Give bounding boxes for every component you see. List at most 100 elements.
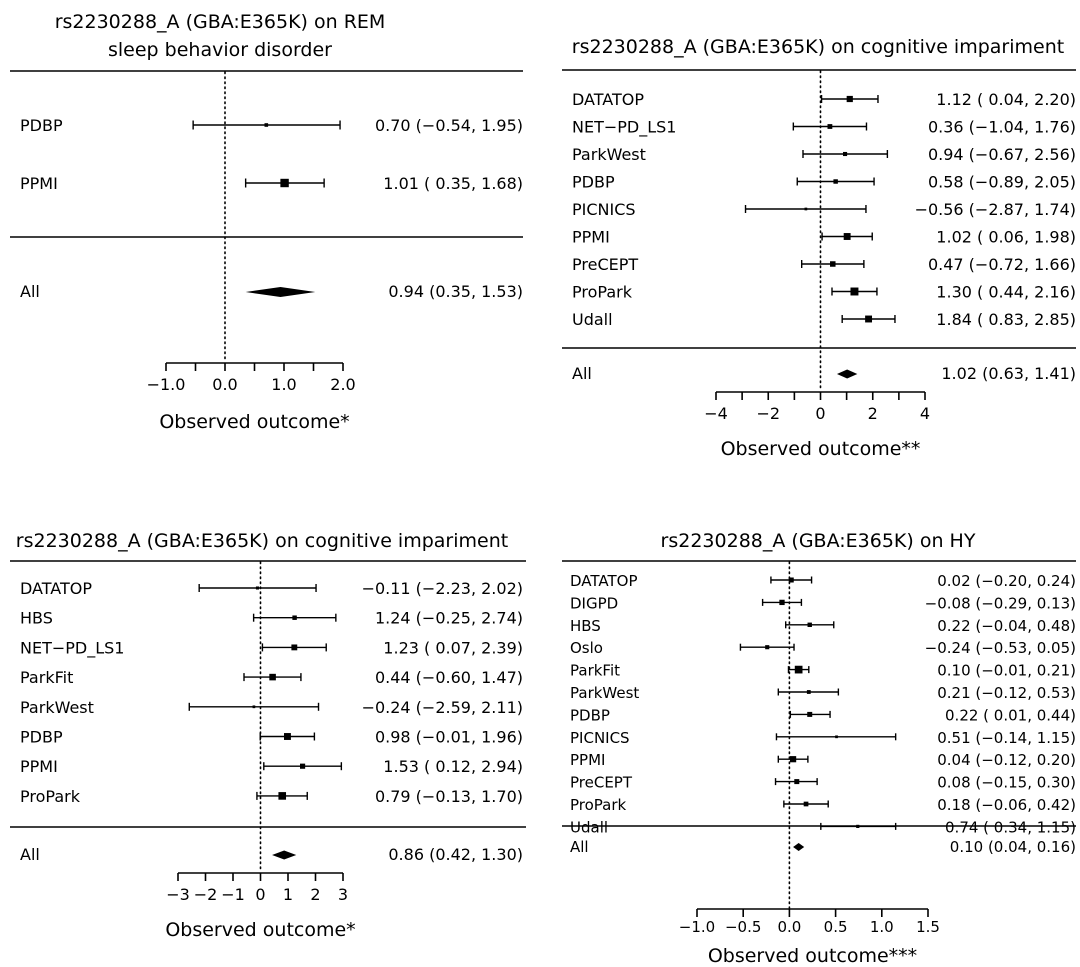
study-estimate-text: 1.84 ( 0.83, 2.85): [936, 310, 1076, 329]
study-estimate-text: 1.02 ( 0.06, 1.98): [936, 228, 1076, 247]
study-row: Udall 1.84 ( 0.83, 2.85): [572, 310, 1076, 329]
x-tick-label: −3: [166, 885, 190, 904]
study-name: PDBP: [570, 706, 610, 724]
point-estimate: [833, 179, 838, 184]
x-axis-label: Observed outcome*: [165, 919, 355, 941]
point-estimate: [830, 261, 836, 267]
study-name: ProPark: [570, 796, 627, 814]
study-name: ProPark: [572, 283, 633, 302]
study-row: PDBP 0.98 (−0.01, 1.96): [20, 728, 523, 747]
study-row: PICNICS −0.56 (−2.87, 1.74): [572, 200, 1076, 219]
summary-diamond: [793, 843, 805, 851]
summary-diamond: [836, 369, 858, 379]
study-name: PreCEPT: [570, 774, 633, 792]
study-name: DIGPD: [570, 594, 618, 612]
study-estimate-text: 0.22 (−0.04, 0.48): [937, 617, 1076, 635]
study-row: NET−PD_LS1 1.23 ( 0.07, 2.39): [20, 638, 523, 658]
study-row: PDBP 0.58 (−0.89, 2.05): [572, 173, 1076, 192]
study-row: ParkFit 0.10 (−0.01, 0.21): [570, 662, 1076, 680]
study-estimate-text: −0.56 (−2.87, 1.74): [915, 200, 1076, 219]
point-estimate: [292, 615, 297, 620]
x-tick-label: −2: [194, 885, 218, 904]
study-estimate-text: 0.08 (−0.15, 0.30): [937, 774, 1076, 792]
study-estimate-text: 0.21 (−0.12, 0.53): [937, 684, 1076, 702]
point-estimate: [843, 233, 851, 240]
study-name: DATATOP: [572, 90, 644, 109]
summary-row: All 1.02 (0.63, 1.41): [572, 364, 1076, 383]
study-row: ParkWest 0.21 (−0.12, 0.53): [570, 684, 1076, 702]
point-estimate: [789, 756, 797, 763]
forest-panel-3: rs2230288_A (GBA:E365K) on cognitive imp…: [10, 530, 526, 941]
study-name: ParkFit: [20, 668, 73, 687]
x-tick-label: −4: [704, 404, 728, 423]
point-estimate: [300, 763, 306, 769]
point-estimate: [843, 151, 848, 157]
study-name: HBS: [20, 609, 53, 628]
study-row: PDBP 0.22 ( 0.01, 0.44): [570, 706, 1076, 724]
summary-name: All: [20, 282, 40, 301]
study-row: HBS 1.24 (−0.25, 2.74): [20, 609, 523, 628]
x-tick-label: 1.5: [916, 918, 940, 936]
study-row: HBS 0.22 (−0.04, 0.48): [570, 617, 1076, 635]
study-estimate-text: 0.36 (−1.04, 1.76): [928, 118, 1076, 137]
study-row: ProPark 0.79 (−0.13, 1.70): [20, 787, 523, 806]
x-tick-label: 2: [310, 885, 320, 904]
x-tick-label: 1.0: [870, 918, 894, 936]
study-name: PPMI: [572, 228, 610, 247]
x-tick-label: 0.0: [777, 918, 801, 936]
summary-row: All 0.86 (0.42, 1.30): [20, 845, 523, 864]
study-estimate-text: 0.94 (−0.67, 2.56): [928, 145, 1076, 164]
study-row: PreCEPT 0.47 (−0.72, 1.66): [572, 255, 1076, 274]
point-estimate: [807, 711, 813, 717]
study-estimate-text: 1.12 ( 0.04, 2.20): [936, 90, 1076, 109]
study-estimate-text: 0.58 (−0.89, 2.05): [928, 173, 1076, 192]
study-estimate-text: −0.11 (−2.23, 2.02): [362, 579, 523, 598]
x-tick-label: 1: [283, 885, 293, 904]
x-tick-label: 0: [255, 885, 265, 904]
study-name: PDBP: [20, 116, 63, 135]
point-estimate: [807, 622, 812, 627]
study-row: ProPark 0.18 (−0.06, 0.42): [570, 796, 1076, 814]
point-estimate: [827, 124, 833, 129]
point-estimate: [779, 599, 785, 606]
summary-name: All: [572, 364, 592, 383]
study-estimate-text: 1.30 ( 0.44, 2.16): [936, 283, 1076, 302]
x-axis-label: Observed outcome*: [159, 411, 349, 433]
point-estimate: [264, 123, 269, 127]
study-row: PPMI 1.01 ( 0.35, 1.68): [20, 174, 523, 193]
point-estimate: [252, 705, 256, 709]
study-estimate-text: 0.98 (−0.01, 1.96): [375, 728, 523, 747]
panel-title-line: rs2230288_A (GBA:E365K) on cognitive imp…: [16, 530, 508, 552]
study-name: NET−PD_LS1: [20, 638, 124, 658]
study-row: NET−PD_LS1 0.36 (−1.04, 1.76): [572, 118, 1076, 138]
point-estimate: [788, 577, 794, 583]
study-name: DATATOP: [20, 579, 92, 598]
summary-estimate-text: 0.94 (0.35, 1.53): [388, 282, 523, 301]
x-axis: −4 −2 0 2 4 Observed outcome**: [704, 391, 930, 460]
study-estimate-text: 1.53 ( 0.12, 2.94): [383, 757, 523, 776]
x-axis-label: Observed outcome**: [721, 438, 921, 460]
point-estimate: [804, 207, 808, 211]
study-name: PDBP: [572, 173, 615, 192]
summary-name: All: [20, 845, 40, 864]
study-estimate-text: 0.79 (−0.13, 1.70): [375, 787, 523, 806]
study-name: ProPark: [20, 787, 81, 806]
forest-panel-2: rs2230288_A (GBA:E365K) on cognitive imp…: [562, 36, 1076, 460]
study-row: Oslo −0.24 (−0.53, 0.05): [570, 639, 1076, 657]
study-row: PPMI 1.53 ( 0.12, 2.94): [20, 757, 523, 776]
forest-panel-4: rs2230288_A (GBA:E365K) on HY DATATOP 0.02…: [562, 530, 1076, 967]
point-estimate: [850, 287, 859, 296]
summary-diamond: [272, 850, 297, 860]
x-axis: −1.0 0.0 1.0 2.0 Observed outcome*: [147, 362, 356, 433]
study-name: PICNICS: [570, 729, 630, 747]
x-axis: −3 −2 −1 0 1 2 3 Observed outcome*: [165, 872, 356, 941]
point-estimate: [865, 315, 873, 323]
study-name: ParkWest: [570, 684, 639, 702]
point-estimate: [765, 645, 770, 650]
study-name: NET−PD_LS1: [572, 118, 676, 138]
study-estimate-text: 1.01 ( 0.35, 1.68): [383, 174, 523, 193]
study-name: ParkWest: [572, 145, 646, 164]
x-tick-label: −1.0: [679, 918, 715, 936]
x-tick-label: 4: [920, 404, 930, 423]
study-estimate-text: 0.70 (−0.54, 1.95): [375, 116, 523, 135]
